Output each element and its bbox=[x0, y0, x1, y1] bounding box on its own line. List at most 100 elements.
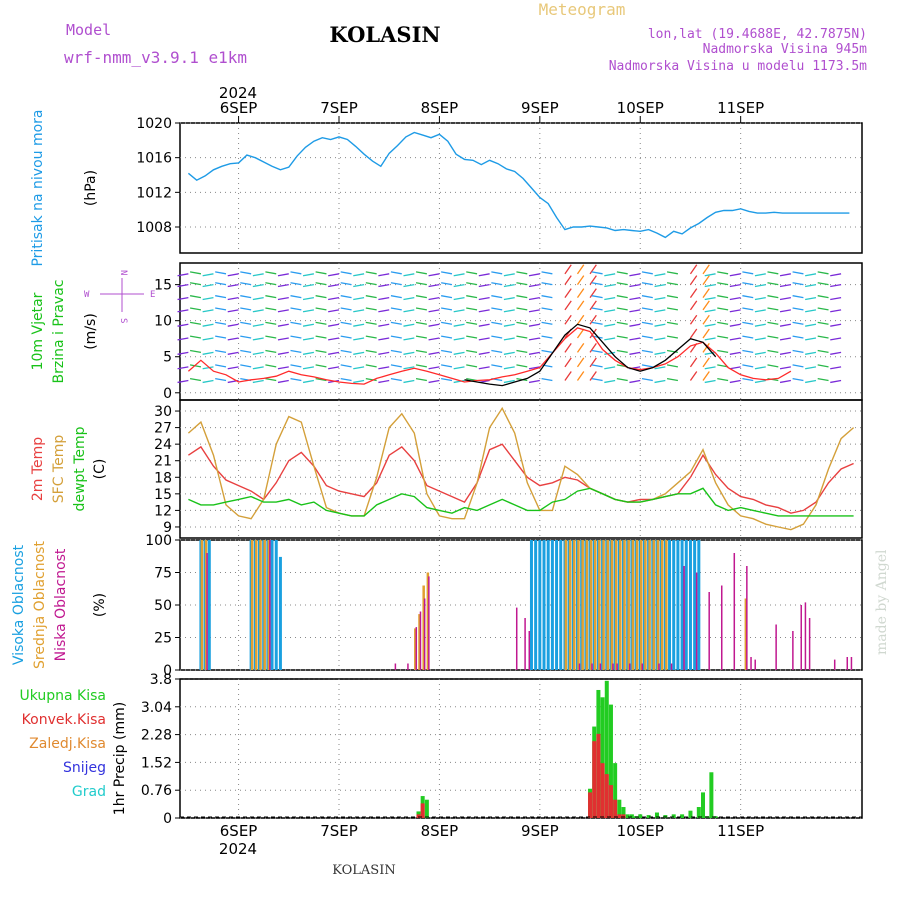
wind-arrow bbox=[378, 366, 390, 370]
wind-arrow bbox=[729, 309, 741, 313]
x-tick-label-top: 6SEP bbox=[220, 99, 258, 117]
wind-arrow bbox=[466, 364, 478, 368]
wind-arrow bbox=[528, 379, 540, 384]
wind-arrow bbox=[666, 364, 679, 368]
wind-arrow bbox=[817, 364, 829, 368]
wind-arrow bbox=[277, 296, 289, 301]
wind-arrow bbox=[189, 335, 202, 339]
bar-visoka-oblacnost bbox=[207, 540, 211, 670]
wind-arrow bbox=[252, 366, 264, 370]
wind-arrow bbox=[589, 288, 597, 298]
wind-arrow bbox=[466, 307, 478, 311]
wind-arrow bbox=[215, 295, 227, 299]
wind-arrow bbox=[378, 283, 390, 288]
wind-arrow bbox=[403, 379, 415, 384]
bar-srednja-oblacnost bbox=[744, 598, 748, 670]
wind-arrow bbox=[576, 343, 585, 353]
wind-arrow bbox=[277, 379, 289, 384]
bar-konvek-kisa bbox=[621, 814, 626, 818]
bar-visoka-oblacnost bbox=[684, 540, 688, 670]
wind-arrow bbox=[666, 307, 679, 311]
wind-arrow bbox=[202, 283, 214, 288]
model-name: wrf-nmm_v3.9.1 e1km bbox=[64, 48, 247, 67]
ylabel-temperature-0: 2m Temp bbox=[30, 437, 46, 501]
wind-arrow bbox=[641, 321, 653, 325]
wind-arrow bbox=[252, 296, 264, 301]
bar-srednja-oblacnost bbox=[200, 540, 204, 670]
ylabel-wind-2: (m/s) bbox=[83, 313, 99, 350]
wind-arrow bbox=[240, 335, 252, 339]
panel-frame bbox=[179, 678, 863, 819]
wind-arrow bbox=[541, 335, 553, 339]
wind-arrow bbox=[629, 351, 641, 355]
panel-precipitation: 0 0.76 1.52 2.28 3.04 3.8 Ukupna Kisa Konvek.Ki… bbox=[19, 672, 863, 827]
wind-arrow bbox=[328, 296, 340, 301]
wind-arrow bbox=[629, 323, 641, 327]
wind-arrow bbox=[779, 296, 791, 301]
bar-srednja-oblacnost bbox=[606, 540, 610, 670]
wind-arrow bbox=[378, 323, 390, 327]
wind-arrow bbox=[227, 323, 239, 327]
wind-arrow bbox=[742, 364, 754, 368]
wind-arrow bbox=[378, 379, 390, 384]
compass-w: W bbox=[84, 290, 90, 300]
bar-visoka-oblacnost bbox=[550, 540, 554, 670]
wind-arrow bbox=[315, 349, 327, 354]
wind-arrow bbox=[754, 379, 766, 384]
wind-arrow bbox=[353, 337, 365, 341]
wind-arrow bbox=[830, 273, 842, 277]
bar-ukupna-kisa bbox=[424, 799, 429, 818]
wind-arrow bbox=[491, 307, 503, 311]
wind-arrow bbox=[415, 307, 427, 311]
wind-arrow bbox=[704, 366, 716, 370]
wind-arrow bbox=[704, 323, 716, 327]
wind-arrow bbox=[252, 273, 264, 277]
wind-arrow bbox=[378, 309, 390, 313]
wind-arrow bbox=[805, 379, 817, 384]
wind-arrow bbox=[516, 271, 528, 275]
wind-arrow bbox=[240, 282, 252, 286]
wind-arrow bbox=[453, 309, 465, 313]
wind-arrow bbox=[779, 273, 791, 277]
wind-arrow bbox=[415, 364, 427, 368]
wind-arrow bbox=[177, 273, 189, 277]
wind-arrow bbox=[340, 335, 352, 339]
bar-niska-oblacnost bbox=[269, 540, 271, 670]
wind-arrow bbox=[390, 364, 402, 368]
wind-arrow bbox=[805, 296, 817, 301]
wind-arrow bbox=[340, 349, 352, 354]
wind-arrow bbox=[415, 271, 427, 275]
bar-niska-oblacnost bbox=[419, 611, 422, 670]
wind-arrow bbox=[742, 335, 754, 339]
wind-arrow bbox=[252, 337, 264, 341]
precip-legend-4: Grad bbox=[72, 784, 106, 800]
station-title: KOLASIN bbox=[329, 22, 440, 47]
bar-niska-oblacnost bbox=[850, 657, 853, 670]
wind-arrow bbox=[277, 273, 289, 277]
wind-arrow bbox=[390, 295, 402, 299]
wind-arrow bbox=[365, 307, 377, 311]
wind-arrow bbox=[252, 379, 264, 384]
wind-arrow bbox=[528, 323, 540, 327]
compass-s: S bbox=[118, 318, 128, 323]
y-tick-label: 100 bbox=[145, 533, 172, 549]
wind-arrow bbox=[629, 283, 641, 288]
wind-arrow bbox=[215, 271, 227, 275]
wind-arrow bbox=[277, 283, 289, 288]
bar-srednja-oblacnost bbox=[639, 540, 643, 670]
wind-arrow bbox=[428, 337, 440, 341]
wind-arrow bbox=[654, 379, 666, 384]
wind-arrow bbox=[390, 271, 402, 275]
wind-arrow bbox=[817, 295, 829, 299]
wind-arrow bbox=[277, 337, 289, 341]
wind-arrow bbox=[478, 323, 490, 327]
wind-arrow bbox=[830, 296, 842, 301]
meteogram-label: Meteogram bbox=[539, 0, 626, 19]
bar-konvek-kisa bbox=[604, 774, 609, 818]
wind-arrow bbox=[390, 282, 402, 286]
wind-arrow bbox=[240, 271, 252, 275]
wind-arrow bbox=[252, 323, 264, 327]
bar-ukupna-kisa bbox=[701, 792, 706, 818]
wind-arrow bbox=[729, 273, 741, 277]
wind-arrow bbox=[564, 300, 572, 311]
